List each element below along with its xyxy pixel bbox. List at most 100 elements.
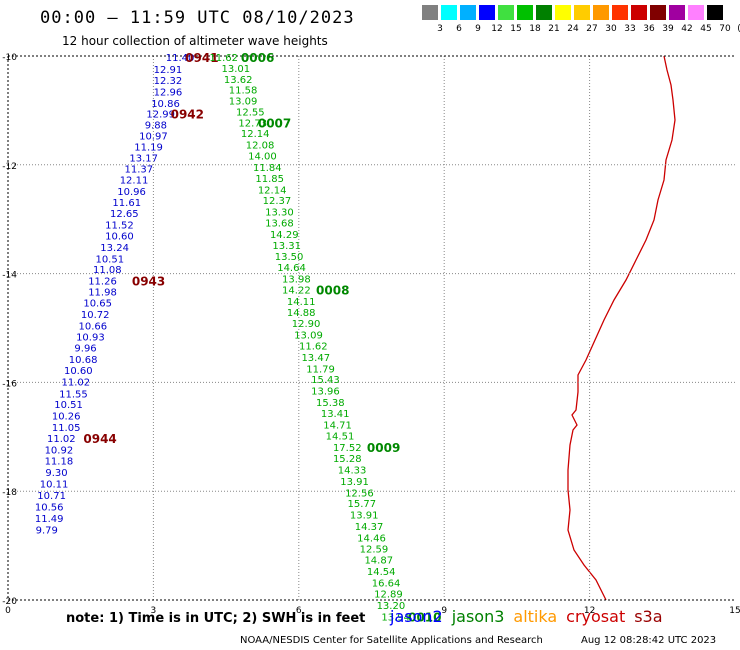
satellite-legend-item: s3a	[634, 607, 663, 626]
color-swatch	[650, 5, 666, 20]
swh-value-label: 10.93	[76, 333, 105, 344]
swh-value-label: 11.52	[105, 221, 134, 232]
color-scale-label: 6	[456, 24, 462, 34]
swh-value-label: 10.60	[64, 366, 93, 377]
swh-value-label: 14.29	[270, 230, 299, 241]
y-tick-label: -16	[2, 379, 17, 389]
swh-value-label: 14.88	[287, 308, 316, 319]
swh-value-label: 14.87	[364, 556, 393, 567]
swh-value-label: 11.02	[62, 377, 91, 388]
swh-value-label: 10.97	[139, 131, 168, 142]
x-tick-label: 9	[441, 606, 447, 616]
color-scale-label: 27	[586, 24, 598, 34]
swh-value-label: 11.62	[209, 53, 238, 64]
pass-time-label: 0007	[258, 116, 291, 130]
pass-time-label: 0008	[316, 283, 349, 297]
swh-value-label: 11.84	[253, 163, 282, 174]
color-swatch	[441, 5, 457, 20]
swh-value-label: 11.18	[45, 457, 74, 468]
pass-time-label: 0942	[171, 108, 204, 122]
swh-value-label: 11.79	[306, 364, 335, 375]
swh-value-label: 10.68	[69, 355, 98, 366]
color-scale-label: 30	[605, 24, 617, 34]
swh-value-label: 10.96	[117, 187, 146, 198]
color-scale-label: 21	[548, 24, 560, 34]
color-scale-label: 12	[491, 24, 503, 34]
color-swatch	[707, 5, 723, 20]
color-scale-label: (ft)	[734, 24, 740, 34]
swh-value-label: 12.91	[154, 65, 183, 76]
swh-value-label: 11.61	[112, 198, 141, 209]
satellite-legend-item: cryosat	[566, 607, 626, 626]
x-tick-label: 12	[584, 606, 595, 616]
swh-value-label: 12.14	[241, 129, 270, 140]
swh-value-label: 10.11	[40, 480, 69, 491]
swh-value-label: 11.26	[88, 277, 117, 288]
color-swatch	[593, 5, 609, 20]
satellite-legend-item: jason3	[451, 607, 505, 626]
color-swatch	[631, 5, 647, 20]
swh-value-label: 14.71	[323, 420, 352, 431]
color-swatch	[498, 5, 514, 20]
swh-value-label: 13.09	[294, 331, 323, 342]
color-swatch	[688, 5, 704, 20]
swh-value-label: 10.56	[35, 502, 64, 513]
swh-value-label: 15.77	[347, 499, 376, 510]
swh-value-label: 12.56	[345, 488, 374, 499]
satellite-legend-item: jason2	[390, 607, 443, 626]
color-swatch	[555, 5, 571, 20]
swh-value-label: 11.08	[93, 265, 122, 276]
swh-value-label: 12.08	[246, 141, 275, 152]
swh-value-label: 12.99	[146, 110, 175, 121]
color-swatch	[612, 5, 628, 20]
swh-value-label: 13.20	[377, 601, 406, 612]
footer-note: note: 1) Time is in UTC; 2) SWH is in fe…	[66, 611, 366, 626]
x-tick-label: 15	[729, 606, 740, 616]
page-title: 00:00 – 11:59 UTC 08/10/2023	[40, 8, 355, 28]
swh-value-label: 13.47	[301, 353, 330, 364]
swh-value-label: 11.37	[125, 165, 154, 176]
y-tick-label: -10	[2, 53, 17, 63]
y-tick-label: -18	[2, 488, 17, 498]
swh-value-label: 13.62	[224, 75, 253, 86]
color-scale-label: 45	[700, 24, 712, 34]
swh-value-label: 11.05	[52, 423, 81, 434]
swh-value-label: 12.65	[110, 209, 139, 220]
color-scale-label: 36	[643, 24, 655, 34]
color-scale-label: 18	[529, 24, 541, 34]
swh-value-label: 10.92	[45, 445, 74, 456]
color-swatch	[517, 5, 533, 20]
swh-value-label: 14.11	[287, 297, 316, 308]
swh-value-label: 10.51	[54, 400, 83, 411]
map-grid	[8, 56, 735, 600]
swh-value-label: 13.68	[265, 218, 294, 229]
swh-value-label: 13.91	[340, 477, 369, 488]
swh-value-label: 13.96	[311, 387, 340, 398]
swh-value-label: 14.51	[326, 432, 355, 443]
page-subtitle: 12 hour collection of altimeter wave hei…	[62, 34, 328, 48]
swh-value-label: 13.31	[272, 241, 301, 252]
swh-value-label: 10.60	[105, 232, 134, 243]
swh-value-label: 12.37	[263, 196, 292, 207]
swh-value-label: 12.32	[154, 76, 183, 87]
swh-value-label: 13.01	[221, 64, 250, 75]
swh-value-label: 9.79	[36, 525, 58, 536]
swh-value-label: 15.43	[311, 375, 340, 386]
color-swatch	[460, 5, 476, 20]
swh-value-label: 11.49	[35, 514, 64, 525]
coastline-path	[567, 55, 676, 601]
swh-value-label: 12.90	[292, 319, 321, 330]
y-tick-label: -20	[2, 597, 17, 607]
pass-time-label: 0010	[408, 610, 441, 624]
pass-time-label: 0006	[241, 51, 274, 65]
swh-value-label: 12.55	[236, 107, 265, 118]
swh-value-label: 11.85	[255, 174, 284, 185]
swh-value-label: 11.19	[134, 142, 163, 153]
x-tick-label: 0	[5, 606, 11, 616]
swh-value-label: 12.96	[154, 87, 183, 98]
color-scale-label: 3	[437, 24, 443, 34]
swh-value-label: 9.30	[45, 468, 67, 479]
color-scale-label: 42	[681, 24, 693, 34]
swh-value-label: 10.86	[151, 99, 180, 110]
swh-value-label: 14.46	[357, 533, 386, 544]
